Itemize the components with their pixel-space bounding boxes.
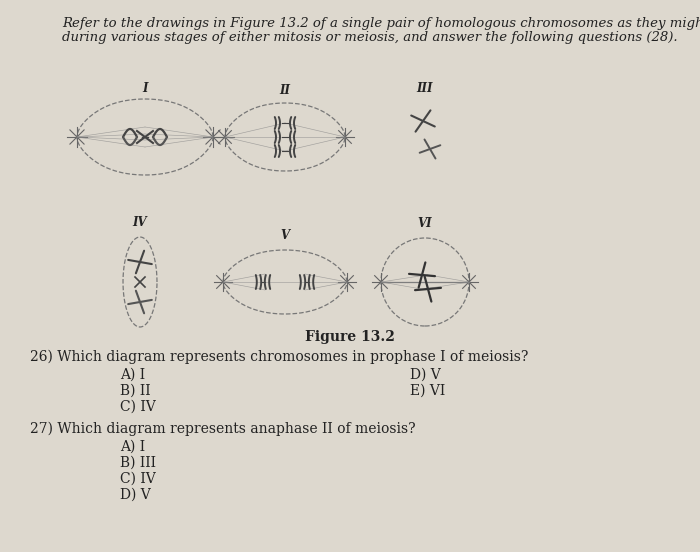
Text: 27) Which diagram represents anaphase II of meiosis?: 27) Which diagram represents anaphase II… (30, 422, 416, 437)
Text: Refer to the drawings in Figure 13.2 of a single pair of homologous chromosomes : Refer to the drawings in Figure 13.2 of … (62, 17, 700, 30)
Text: E) VI: E) VI (410, 384, 445, 398)
Text: III: III (416, 82, 433, 95)
Text: C) IV: C) IV (120, 400, 155, 414)
Text: IV: IV (133, 216, 147, 229)
Text: VI: VI (418, 217, 433, 230)
Text: A) I: A) I (120, 440, 145, 454)
Text: during various stages of either mitosis or meiosis, and answer the following que: during various stages of either mitosis … (62, 31, 678, 44)
Text: D) V: D) V (120, 488, 150, 502)
Text: I: I (142, 82, 148, 95)
Text: A) I: A) I (120, 368, 145, 382)
Text: Figure 13.2: Figure 13.2 (305, 330, 395, 344)
Text: 26) Which diagram represents chromosomes in prophase I of meiosis?: 26) Which diagram represents chromosomes… (30, 350, 528, 364)
Text: II: II (279, 84, 290, 97)
Text: B) II: B) II (120, 384, 150, 398)
Text: C) IV: C) IV (120, 472, 155, 486)
Text: V: V (281, 229, 290, 242)
Text: D) V: D) V (410, 368, 441, 382)
Text: B) III: B) III (120, 456, 156, 470)
